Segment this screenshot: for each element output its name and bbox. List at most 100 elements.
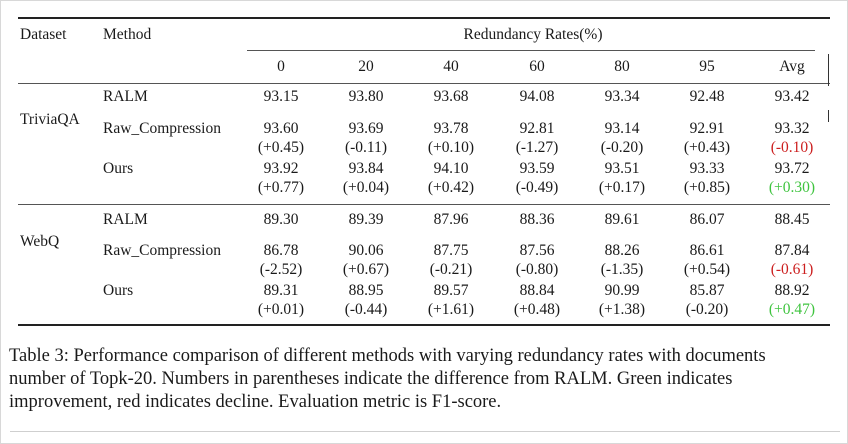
- score-cell: 86.61: [689, 242, 725, 259]
- diff-cell: (+0.48): [513, 301, 561, 318]
- diff-cell: (+0.54): [683, 261, 731, 278]
- score-cell: 93.34: [604, 88, 640, 105]
- group-separator-rule: [18, 204, 830, 205]
- bottom-rule: [18, 324, 830, 326]
- score-cell: 93.92: [263, 160, 299, 177]
- diff-cell: (-0.49): [515, 179, 559, 196]
- diff-cell: (+0.45): [257, 139, 305, 156]
- diff-cell: (+1.38): [598, 301, 646, 318]
- diff-cell: (-0.20): [685, 301, 729, 318]
- method-label: Raw_Compression: [103, 120, 221, 137]
- score-cell: 93.14: [604, 120, 640, 137]
- score-cell: 90.06: [348, 242, 384, 259]
- score-cell: 89.39: [348, 211, 384, 228]
- diff-cell: (-0.61): [770, 261, 814, 278]
- diff-cell: (-0.44): [344, 301, 388, 318]
- score-cell: 89.30: [263, 211, 299, 228]
- diff-cell: (-0.80): [515, 261, 559, 278]
- score-cell: 85.87: [689, 282, 725, 299]
- score-cell: 92.81: [519, 120, 555, 137]
- diff-cell: (-0.10): [770, 139, 814, 156]
- page-bottom-divider: [10, 431, 840, 432]
- score-cell: 93.51: [604, 160, 640, 177]
- diff-cell: (+0.67): [342, 261, 390, 278]
- score-cell: 93.15: [263, 88, 299, 105]
- caption-line-2: number of Topk-20. Numbers in parenthese…: [9, 369, 733, 389]
- diff-cell: (-1.27): [515, 139, 559, 156]
- method-label: RALM: [103, 88, 148, 105]
- score-cell: 88.45: [774, 211, 810, 228]
- method-header: Method: [103, 26, 152, 43]
- dataset-label: TriviaQA: [20, 111, 80, 128]
- diff-cell: (+0.77): [257, 179, 305, 196]
- score-cell: 89.57: [433, 282, 469, 299]
- score-cell: 94.08: [519, 88, 555, 105]
- diff-cell: (-1.35): [600, 261, 644, 278]
- diff-cell: (+0.42): [427, 179, 475, 196]
- score-cell: 88.92: [774, 282, 810, 299]
- column-header-80: 80: [614, 58, 630, 75]
- score-cell: 93.60: [263, 120, 299, 137]
- diff-cell: (+0.01): [257, 301, 305, 318]
- method-label: Ours: [103, 282, 134, 299]
- caption-line-3: improvement, red indicates decline. Eval…: [9, 392, 502, 412]
- diff-cell: (+0.30): [768, 179, 816, 196]
- column-header-20: 20: [358, 58, 374, 75]
- diff-cell: (-0.21): [429, 261, 473, 278]
- score-cell: 93.78: [433, 120, 469, 137]
- diff-cell: (+0.17): [598, 179, 646, 196]
- score-cell: 87.96: [433, 211, 469, 228]
- score-cell: 88.84: [519, 282, 555, 299]
- score-cell: 88.36: [519, 211, 555, 228]
- caption-line-1: Table 3: Performance comparison of diffe…: [9, 346, 766, 366]
- score-cell: 87.84: [774, 242, 810, 259]
- top-rule: [18, 17, 830, 19]
- score-cell: 93.68: [433, 88, 469, 105]
- redundancy-header: Redundancy Rates(%): [463, 26, 603, 43]
- diff-cell: (-0.11): [344, 139, 388, 156]
- score-cell: 89.31: [263, 282, 299, 299]
- group-underline: [247, 50, 815, 51]
- score-cell: 88.95: [348, 282, 384, 299]
- score-cell: 86.07: [689, 211, 725, 228]
- score-cell: 92.91: [689, 120, 725, 137]
- column-header-60: 60: [529, 58, 545, 75]
- header-rule: [18, 83, 830, 84]
- column-header-40: 40: [443, 58, 459, 75]
- score-cell: 93.69: [348, 120, 384, 137]
- diff-cell: (+0.04): [342, 179, 390, 196]
- column-header-95: 95: [699, 58, 715, 75]
- score-cell: 87.56: [519, 242, 555, 259]
- score-cell: 93.59: [519, 160, 555, 177]
- method-label: RALM: [103, 211, 148, 228]
- score-cell: 93.84: [348, 160, 384, 177]
- dataset-label: WebQ: [20, 233, 60, 250]
- table-caption: Table 3: Performance comparison of diffe…: [9, 345, 844, 414]
- right-edge-mark: [828, 110, 829, 122]
- diff-cell: (+0.85): [683, 179, 731, 196]
- score-cell: 93.32: [774, 120, 810, 137]
- diff-cell: (-2.52): [259, 261, 303, 278]
- score-cell: 94.10: [433, 160, 469, 177]
- diff-cell: (+0.43): [683, 139, 731, 156]
- diff-cell: (-0.20): [600, 139, 644, 156]
- score-cell: 90.99: [604, 282, 640, 299]
- diff-cell: (+1.61): [427, 301, 475, 318]
- score-cell: 87.75: [433, 242, 469, 259]
- score-cell: 89.61: [604, 211, 640, 228]
- method-label: Ours: [103, 160, 134, 177]
- right-edge-mark: [828, 54, 829, 86]
- score-cell: 93.80: [348, 88, 384, 105]
- score-cell: 92.48: [689, 88, 725, 105]
- score-cell: 86.78: [263, 242, 299, 259]
- score-cell: 93.72: [774, 160, 810, 177]
- score-cell: 93.33: [689, 160, 725, 177]
- method-label: Raw_Compression: [103, 242, 221, 259]
- diff-cell: (+0.47): [768, 301, 816, 318]
- score-cell: 88.26: [604, 242, 640, 259]
- dataset-header: Dataset: [20, 26, 67, 43]
- column-header-0: 0: [277, 58, 285, 75]
- score-cell: 93.42: [774, 88, 810, 105]
- diff-cell: (+0.10): [427, 139, 475, 156]
- column-header-avg: Avg: [779, 58, 805, 75]
